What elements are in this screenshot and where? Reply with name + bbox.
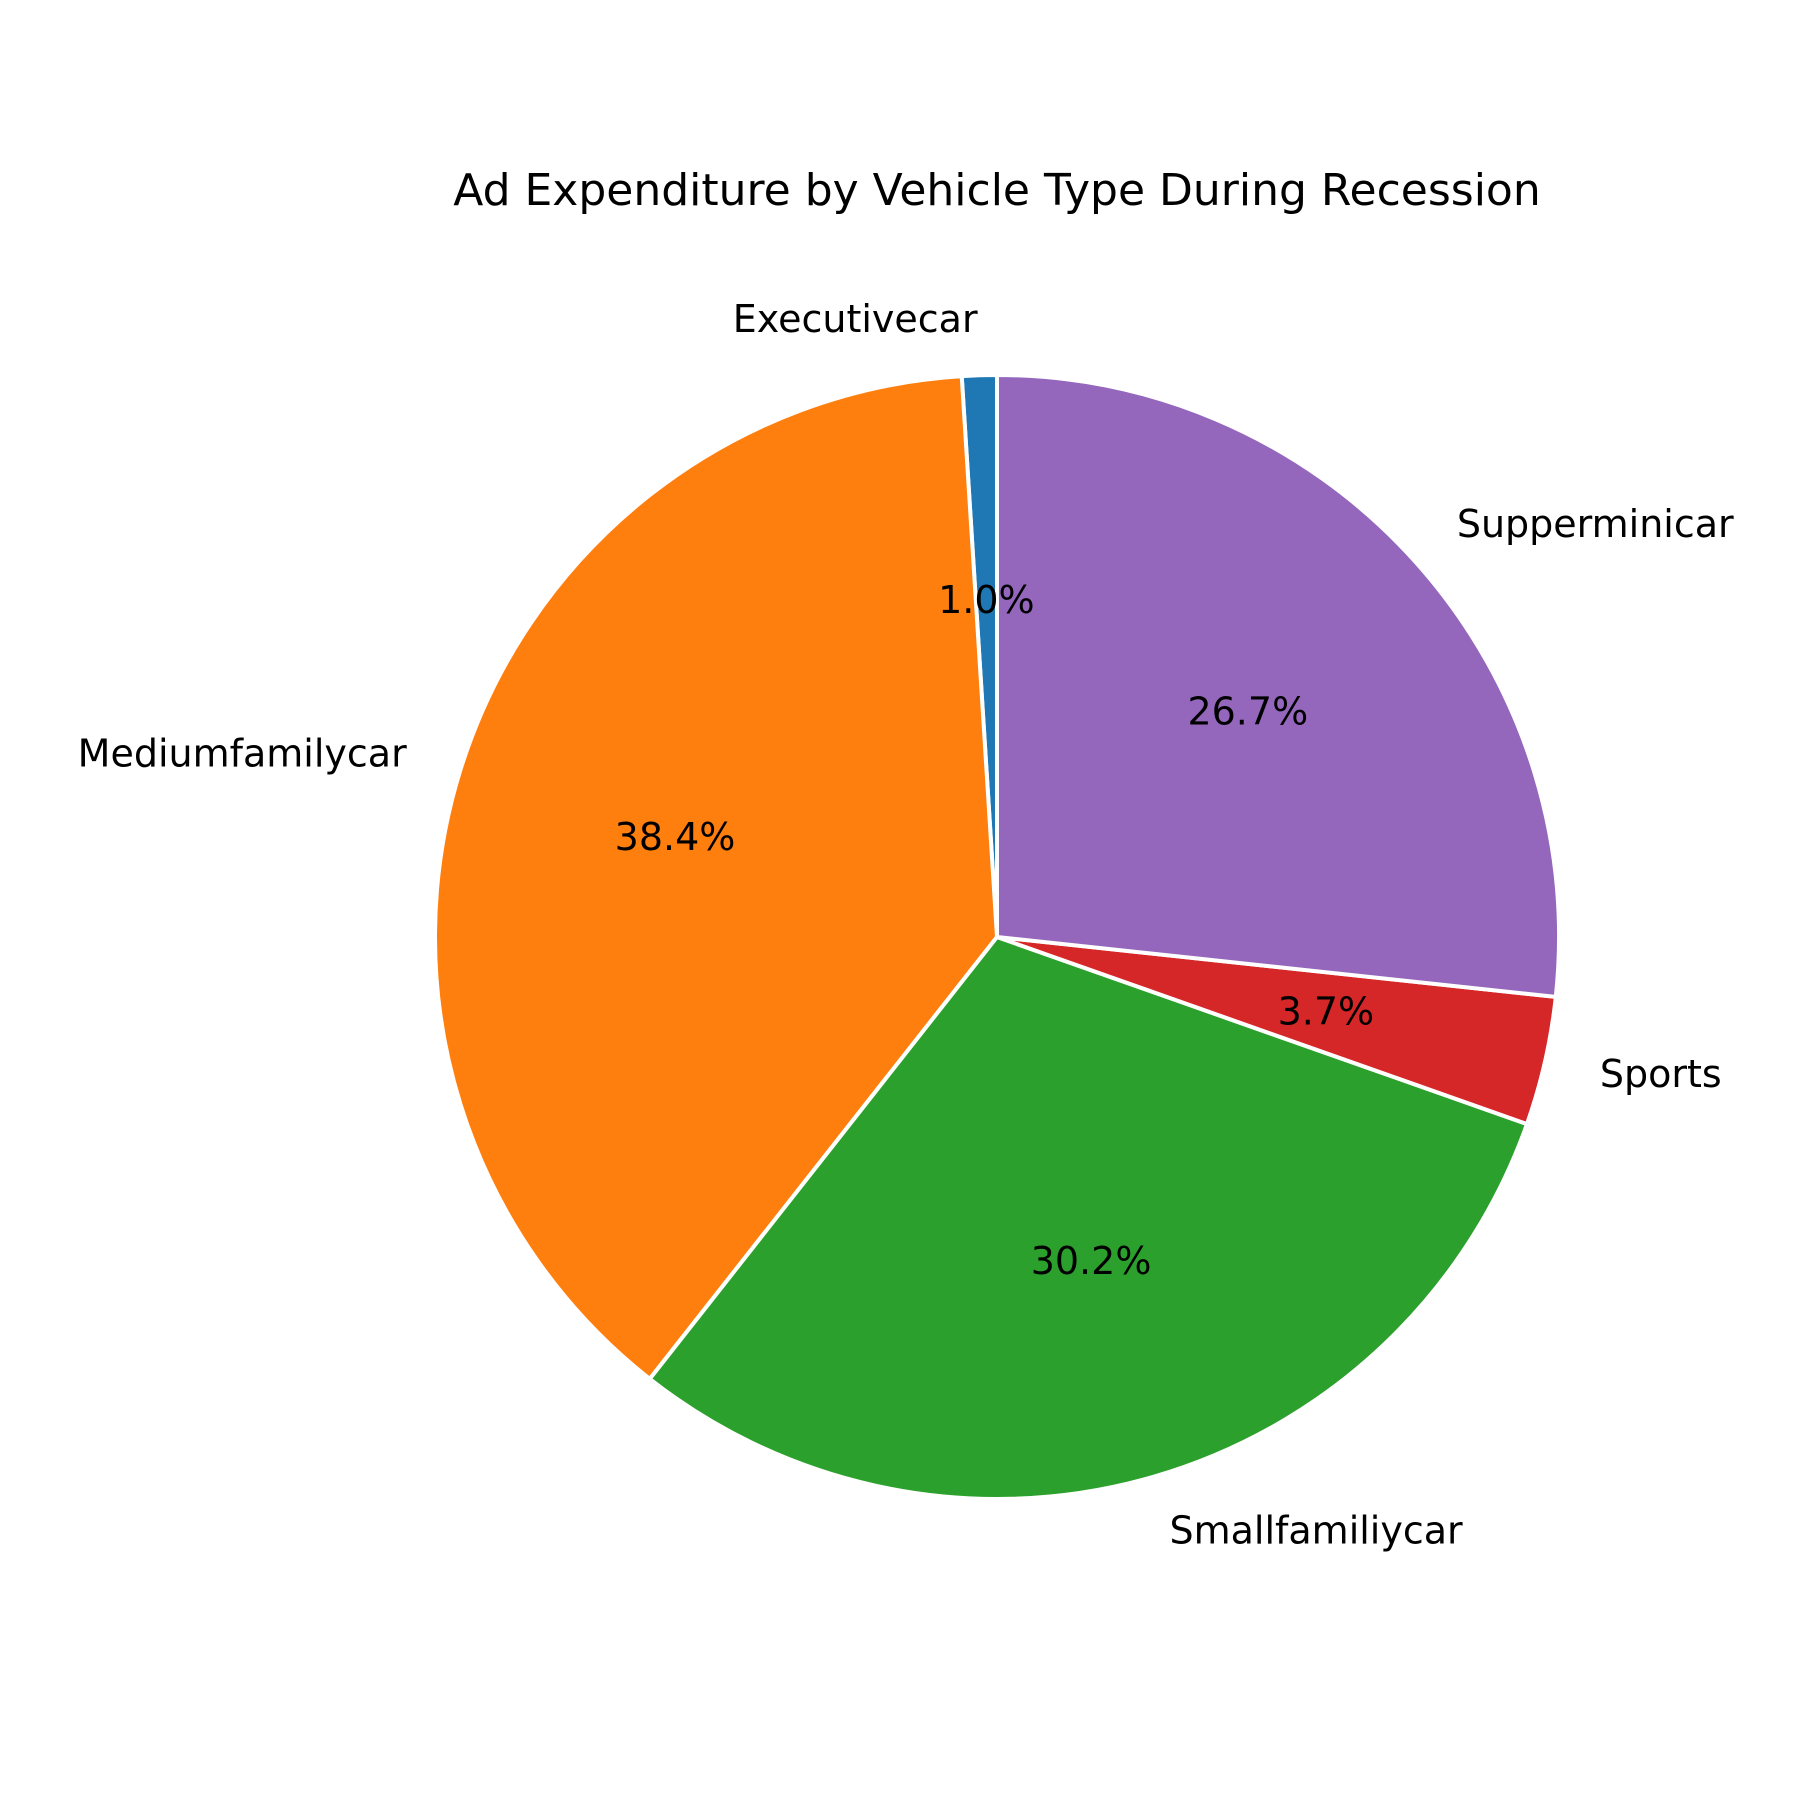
- slice-mediumfamilycar: [433, 374, 999, 1381]
- category-label-mediumfamilycar: Mediumfamilycar: [78, 731, 407, 775]
- category-label-supperminicar: Supperminicar: [1457, 502, 1734, 546]
- category-label-sports: Sports: [1600, 1052, 1722, 1096]
- category-label-smallfamiliycar: Smallfamiliycar: [1169, 1509, 1463, 1553]
- pct-label-supperminicar: 26.7%: [1187, 690, 1308, 734]
- pct-label-executivecar: 1.0%: [938, 578, 1035, 622]
- pct-label-smallfamiliycar: 30.2%: [1031, 1239, 1152, 1283]
- pct-label-sports: 3.7%: [1278, 990, 1375, 1034]
- slice-supperminicar: [995, 373, 1562, 999]
- category-label-executivecar: Executivecar: [733, 297, 978, 341]
- chart-title: Ad Expenditure by Vehicle Type During Re…: [453, 165, 1540, 216]
- pie-slices: [433, 373, 1562, 1501]
- slice-smallfamiliycar: [647, 935, 1529, 1501]
- pct-label-mediumfamilycar: 38.4%: [615, 815, 736, 859]
- pie-labels: 1.0% Executivecar 38.4% Mediumfamilycar 30.2…: [78, 297, 1734, 1553]
